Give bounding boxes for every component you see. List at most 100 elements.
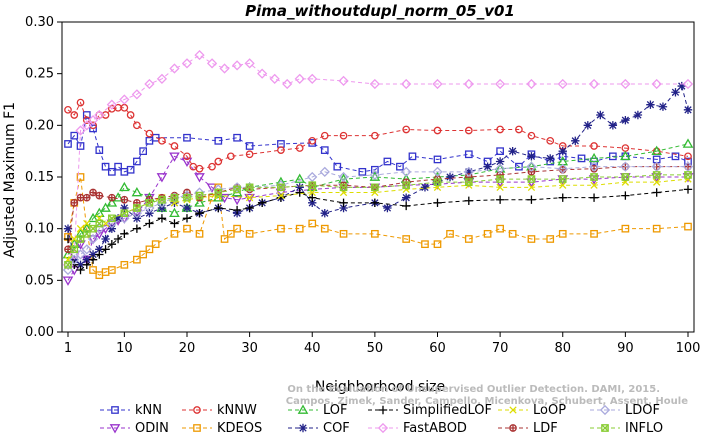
data-point-cof (383, 203, 392, 213)
x-tick-label: 10 (116, 341, 133, 356)
data-point-kdeos (133, 255, 141, 264)
data-point-ldof (307, 171, 318, 183)
data-point-inflo (684, 171, 692, 179)
data-point-ldof (557, 163, 568, 174)
data-point-simplifiedlof (132, 224, 142, 233)
watermark-line-1: On the Evaluation of Unsupervised Outlie… (287, 384, 660, 395)
data-point-fastabod (156, 73, 168, 84)
y-tick-label: 0.15 (25, 170, 54, 185)
data-point-ldf (120, 195, 129, 204)
data-point-cof (339, 203, 348, 213)
data-point-odin (206, 183, 218, 193)
data-point-simplifiedlof (401, 201, 411, 211)
data-point-simplifiedlof (95, 250, 104, 259)
data-point-cof (608, 121, 618, 130)
data-point-knnw (402, 125, 411, 134)
data-point-fastabod (557, 78, 568, 90)
data-point-loop (653, 178, 661, 186)
data-point-fastabod (206, 58, 218, 69)
data-point-loop (559, 181, 567, 189)
data-point-lof (87, 212, 99, 223)
data-point-knnw (515, 125, 523, 134)
data-point-cof (483, 162, 492, 171)
data-point-fastabod (194, 49, 205, 61)
y-axis-label: Adjusted Maximum F1 (2, 102, 18, 258)
data-point-knnw (320, 131, 329, 140)
data-point-fastabod (75, 125, 86, 136)
data-point-knn (320, 146, 329, 154)
data-point-simplifiedlof (120, 229, 129, 239)
data-point-ldf (82, 193, 91, 202)
data-point-knnw (195, 164, 204, 173)
data-point-ldof (526, 161, 537, 172)
data-point-knnw (277, 146, 285, 154)
legend-entry-kdeos: KDEOS (182, 421, 262, 434)
data-point-fastabod (588, 78, 600, 90)
data-point-odin (169, 152, 180, 162)
data-point-ldof (495, 163, 506, 174)
legend-entry-cof: COF (288, 421, 350, 434)
data-point-simplifiedlof (558, 193, 567, 202)
data-point-knn (183, 133, 191, 142)
data-point-cof (677, 81, 686, 91)
data-point-odin (181, 157, 193, 168)
data-point-knnw (295, 144, 304, 152)
data-point-inflo (277, 183, 285, 192)
data-point-knnw (308, 136, 317, 145)
data-point-kdeos (464, 235, 473, 243)
data-point-knn (95, 146, 104, 154)
data-point-simplifiedlof (101, 245, 110, 254)
data-point-simplifiedlof (88, 255, 98, 264)
data-point-simplifiedlof (157, 214, 167, 223)
legend-marker-simplifiedlof (378, 405, 388, 415)
x-tick-label: 80 (554, 341, 571, 356)
data-point-knn (496, 147, 504, 156)
y-tick-label: 0.30 (25, 15, 54, 30)
data-point-cof (546, 154, 555, 163)
data-point-knn (70, 131, 79, 140)
legend-entry-knn: kNN (100, 403, 162, 418)
legend-entry-knnw: kNNW (182, 403, 257, 418)
data-point-fastabod (87, 115, 99, 126)
data-point-inflo (195, 191, 204, 200)
data-point-fastabod (495, 78, 506, 90)
data-point-cof (120, 203, 129, 213)
legend-marker-knnw (193, 406, 201, 414)
data-point-kdeos (170, 229, 179, 238)
legend-label-ldof: LDOF (625, 403, 660, 418)
data-point-fastabod (181, 58, 193, 69)
data-point-kdeos (233, 224, 241, 233)
data-point-cof (420, 183, 430, 192)
data-point-lof (100, 202, 111, 212)
data-point-cof (558, 146, 567, 156)
data-point-ldof (620, 161, 631, 172)
data-point-inflo (89, 224, 97, 233)
data-point-cof (527, 152, 536, 161)
data-point-ldof (81, 244, 92, 255)
x-tick-label: 40 (304, 341, 321, 356)
data-point-knnw (433, 126, 442, 135)
data-point-loop (277, 191, 285, 200)
data-point-inflo (170, 193, 179, 202)
data-point-cof (658, 102, 668, 111)
x-tick-label: 60 (429, 341, 446, 356)
data-point-inflo (558, 175, 567, 183)
data-point-fastabod (432, 78, 443, 90)
data-point-knn (126, 165, 135, 174)
data-point-simplifiedlof (170, 219, 179, 228)
data-point-knnw (64, 105, 72, 114)
legend-label-simplifiedlof: SimplifiedLOF (403, 403, 492, 418)
series-line-kdeos (67, 176, 689, 276)
data-point-inflo (496, 175, 504, 183)
legend-marker-knn (111, 406, 119, 414)
x-tick-label: 1 (64, 341, 72, 356)
legend-label-odin: ODIN (135, 421, 169, 434)
data-point-ldof (401, 166, 412, 177)
series-line-fastabod (67, 54, 688, 266)
data-point-knnw (496, 125, 504, 134)
data-point-inflo (76, 235, 85, 243)
data-point-simplifiedlof (182, 214, 192, 223)
data-point-cof (70, 255, 79, 264)
data-point-knnw (546, 136, 555, 145)
data-point-knn (214, 136, 223, 145)
